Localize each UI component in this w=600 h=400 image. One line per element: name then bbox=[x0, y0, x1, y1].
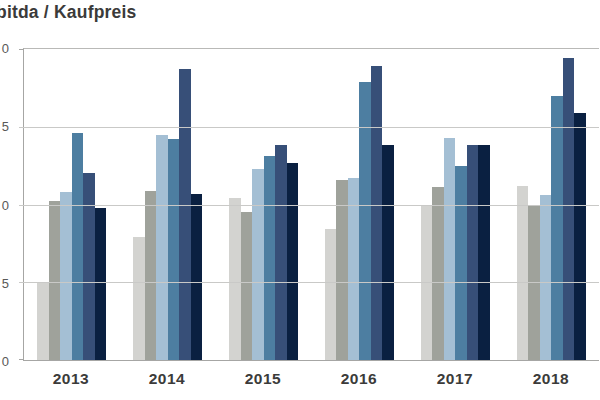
bar-light-blue-2015 bbox=[252, 169, 264, 360]
gridline bbox=[19, 282, 599, 283]
y-tick-label: 5 bbox=[2, 276, 9, 289]
y-tick-label: 0 bbox=[2, 198, 9, 211]
plot-area bbox=[23, 48, 599, 361]
bar-navy-2017 bbox=[478, 145, 490, 360]
x-axis-label-2013: 2013 bbox=[23, 364, 119, 392]
bar-light-blue-2014 bbox=[156, 135, 168, 360]
bar-steel-blue-2016 bbox=[359, 82, 371, 360]
bar-light-gray-2013 bbox=[37, 282, 49, 360]
bar-light-gray-2014 bbox=[133, 237, 145, 360]
y-axis-labels: 05050 bbox=[0, 48, 9, 361]
bar-steel-blue-2017 bbox=[455, 166, 467, 360]
bar-light-gray-2016 bbox=[325, 229, 337, 360]
x-axis-label-2017: 2017 bbox=[407, 364, 503, 392]
axis-tick bbox=[19, 359, 24, 360]
axis-tick bbox=[19, 49, 24, 50]
gridline bbox=[19, 205, 599, 206]
bar-slate-blue-2015 bbox=[275, 145, 287, 360]
bar-slate-blue-2017 bbox=[467, 145, 479, 360]
y-tick-label: 0 bbox=[2, 355, 9, 368]
bar-navy-2014 bbox=[191, 194, 203, 360]
bar-warm-gray-2013 bbox=[49, 201, 61, 360]
bar-warm-gray-2017 bbox=[432, 187, 444, 360]
x-axis-label-2018: 2018 bbox=[503, 364, 599, 392]
bar-warm-gray-2015 bbox=[241, 212, 253, 360]
y-tick-label: 5 bbox=[2, 120, 9, 133]
bar-light-gray-2018 bbox=[517, 186, 529, 360]
bar-warm-gray-2016 bbox=[336, 180, 348, 360]
gridline bbox=[19, 127, 599, 128]
bar-steel-blue-2013 bbox=[72, 133, 84, 360]
x-axis-label-2016: 2016 bbox=[311, 364, 407, 392]
bar-light-blue-2017 bbox=[444, 138, 456, 360]
x-axis-label-2014: 2014 bbox=[119, 364, 215, 392]
bar-warm-gray-2014 bbox=[145, 191, 157, 360]
bar-navy-2018 bbox=[574, 113, 586, 360]
bar-slate-blue-2014 bbox=[179, 69, 191, 360]
bar-light-blue-2013 bbox=[60, 192, 72, 360]
bar-slate-blue-2013 bbox=[83, 173, 95, 360]
bar-light-gray-2015 bbox=[229, 198, 241, 360]
y-tick-label: 0 bbox=[2, 42, 9, 55]
bar-steel-blue-2014 bbox=[168, 139, 180, 360]
bar-steel-blue-2018 bbox=[551, 96, 563, 360]
bar-slate-blue-2016 bbox=[371, 66, 383, 360]
bar-light-blue-2018 bbox=[540, 195, 552, 360]
bar-slate-blue-2018 bbox=[563, 58, 575, 360]
bar-navy-2013 bbox=[95, 208, 107, 360]
bar-steel-blue-2015 bbox=[264, 156, 276, 360]
bar-navy-2015 bbox=[287, 163, 299, 360]
chart-title: bitda / Kaufpreis bbox=[0, 2, 137, 23]
x-axis-labels: 201320142015201620172018 bbox=[23, 364, 599, 392]
bar-chart: bitda / Kaufpreis 0 5 0 5 0 2013201420152016… bbox=[0, 0, 600, 400]
x-axis-label-2015: 2015 bbox=[215, 364, 311, 392]
bar-navy-2016 bbox=[382, 145, 394, 360]
